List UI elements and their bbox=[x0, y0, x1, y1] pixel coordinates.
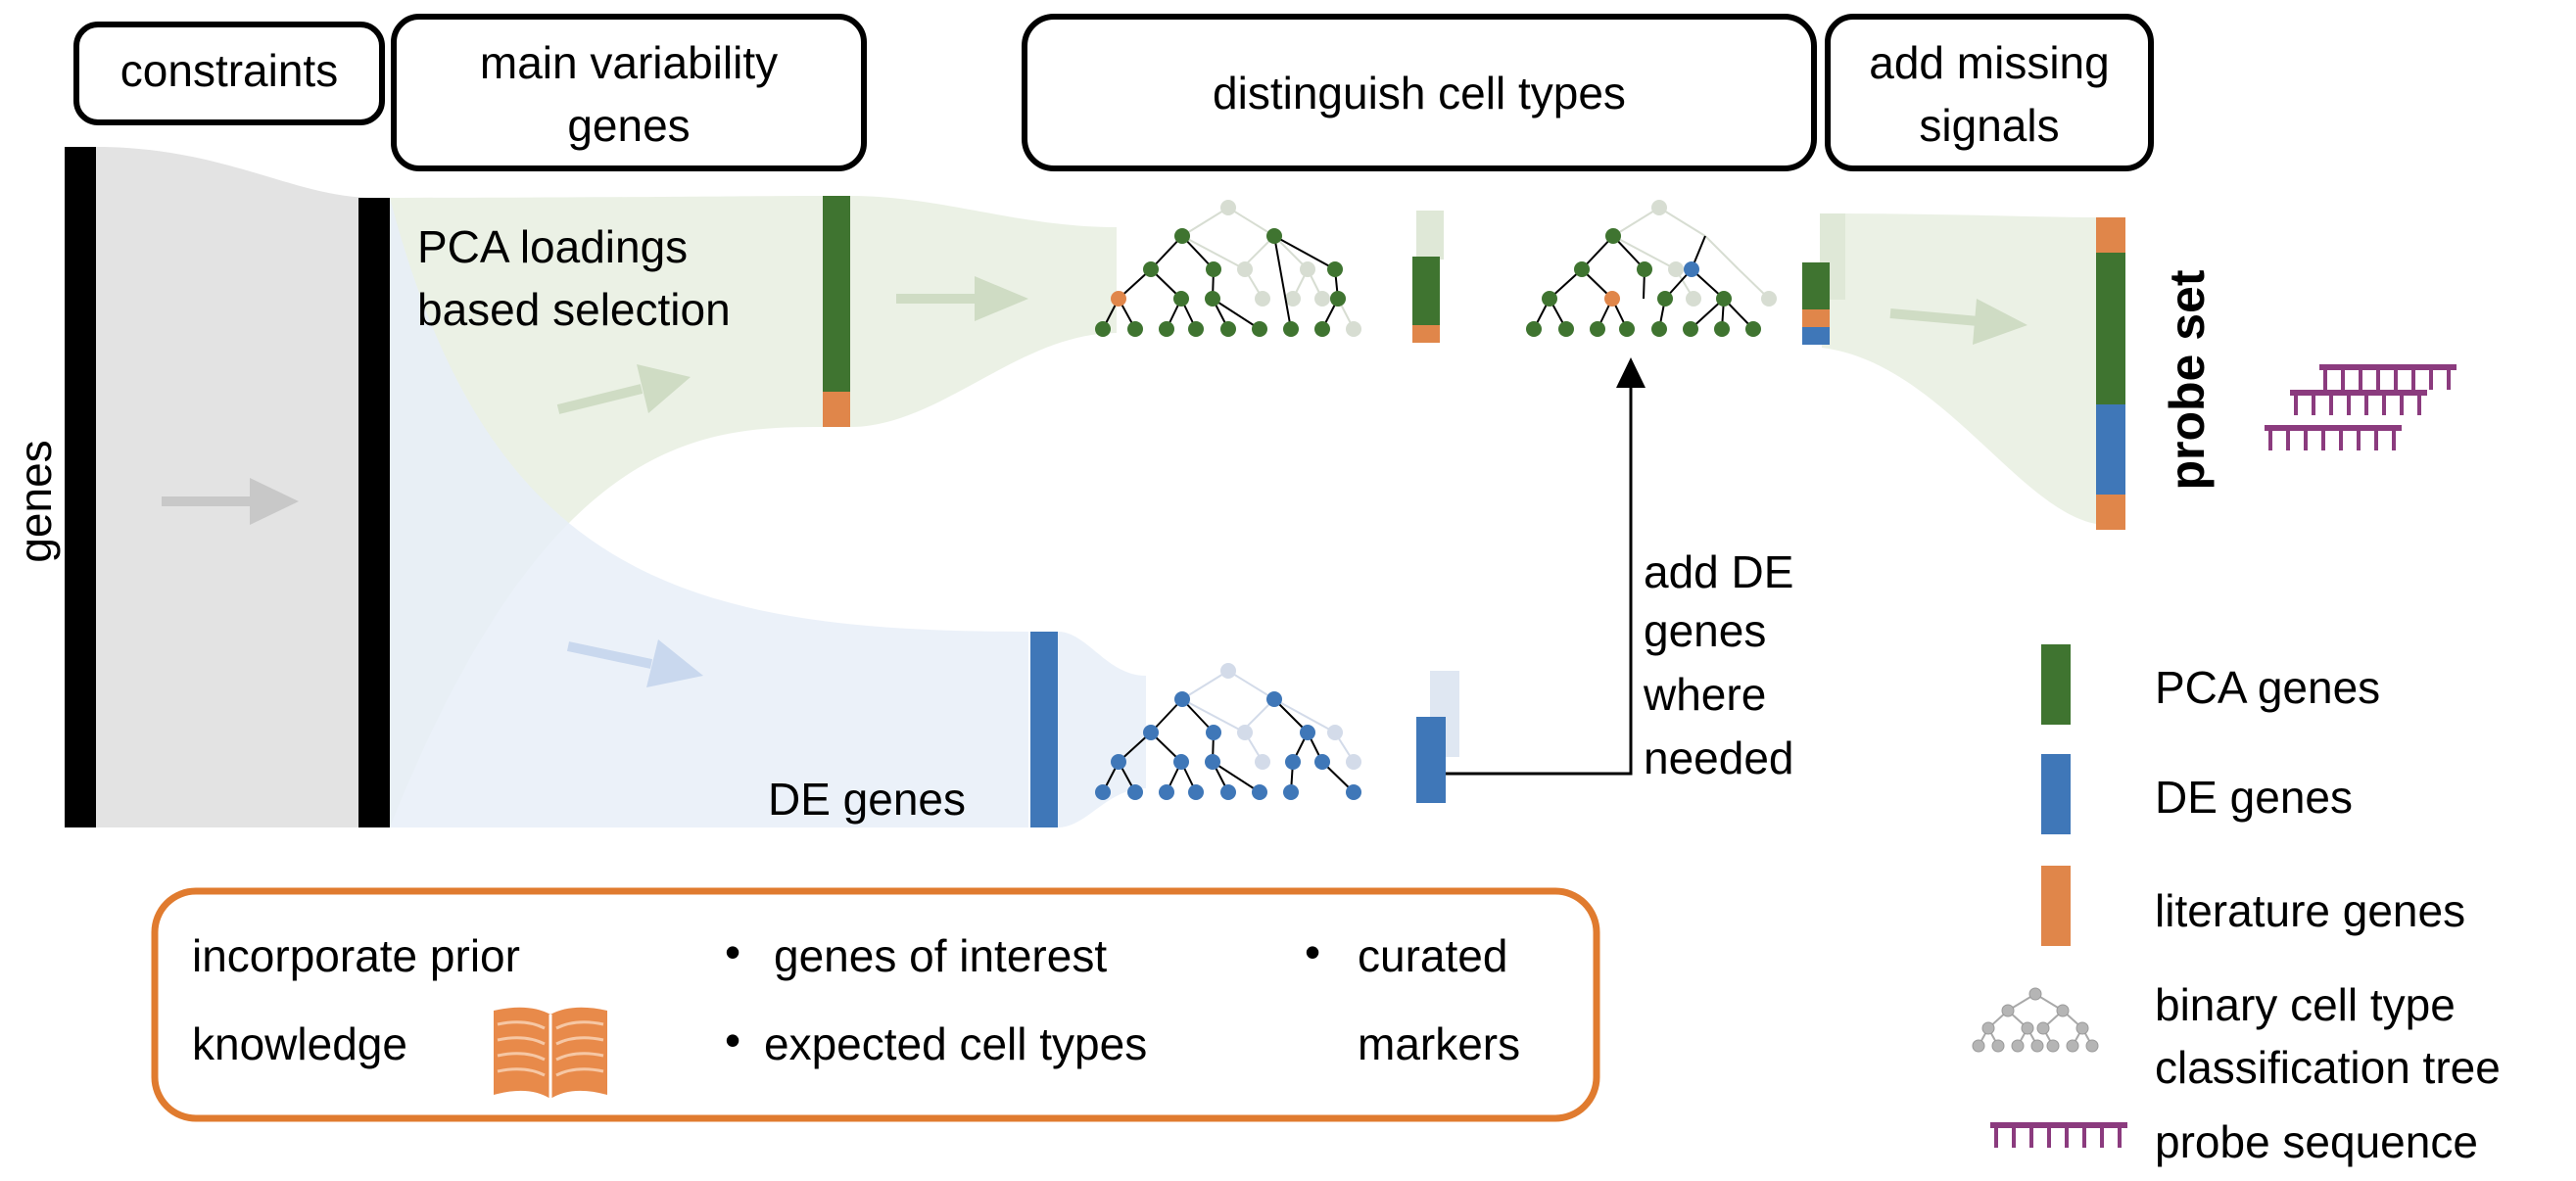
flow-arrow-green-1 bbox=[556, 364, 691, 414]
classification-tree-de bbox=[1095, 663, 1361, 800]
add-de-line4: needed bbox=[1644, 732, 1794, 783]
stage-main-variability-line1: main variability bbox=[480, 37, 778, 88]
open-book-icon bbox=[494, 1007, 607, 1099]
tree-de-mini-bar bbox=[1416, 671, 1459, 803]
probe-set-icon bbox=[2265, 364, 2457, 450]
bullet-3-line1: curated bbox=[1358, 930, 1507, 981]
stage-missing-signals: add missing signals bbox=[1825, 14, 2154, 171]
legend-de-swatch bbox=[2041, 754, 2071, 834]
flow-arrow-blue bbox=[566, 639, 703, 687]
prior-knowledge-box: incorporate prior knowledge • genes of i… bbox=[151, 887, 1600, 1122]
legend-probe-label: probe sequence bbox=[2155, 1116, 2478, 1167]
pca-selection-line2: based selection bbox=[417, 284, 731, 335]
add-de-line1: add DE bbox=[1644, 546, 1793, 597]
stage-distinguish: distinguish cell types bbox=[1022, 14, 1817, 171]
flow-arrow-grey bbox=[162, 478, 299, 525]
bullet-3-line2: markers bbox=[1358, 1018, 1520, 1069]
flow-arrow-green-2 bbox=[896, 276, 1028, 321]
all-genes-bar bbox=[65, 147, 96, 827]
pca-selection-line1: PCA loadings bbox=[417, 221, 688, 272]
green-flow-band-3 bbox=[1822, 213, 2096, 524]
probe-set-bar bbox=[2096, 217, 2125, 530]
flow-arrow-green-3 bbox=[1889, 299, 2027, 345]
stage-constraints-label: constraints bbox=[120, 45, 338, 96]
legend-tree-line1: binary cell type bbox=[2155, 979, 2456, 1030]
prior-title-line1: incorporate prior bbox=[192, 930, 520, 981]
prior-title-line2: knowledge bbox=[192, 1018, 407, 1069]
de-genes-bar bbox=[1030, 632, 1058, 827]
legend: PCA genes DE genes literature genes bbox=[1972, 644, 2501, 1167]
bullet-1: genes of interest bbox=[774, 930, 1107, 981]
stage-missing-line1: add missing bbox=[1869, 37, 2109, 88]
green-flow-band bbox=[390, 196, 823, 827]
stage-distinguish-label: distinguish cell types bbox=[1213, 68, 1626, 118]
legend-literature-label: literature genes bbox=[2155, 885, 2465, 936]
tree-combined-mini-bar bbox=[1802, 213, 1845, 345]
de-genes-label: DE genes bbox=[768, 774, 966, 825]
grey-flow-band bbox=[96, 147, 374, 827]
stage-main-variability-line2: genes bbox=[567, 100, 690, 151]
probe-comb-icon bbox=[1990, 1122, 2127, 1148]
stage-missing-line2: signals bbox=[1919, 100, 2059, 151]
bullet-2-dot: • bbox=[725, 1015, 740, 1065]
legend-pca-swatch bbox=[2041, 644, 2071, 725]
add-de-line2: genes bbox=[1644, 605, 1766, 656]
blue-flow-band bbox=[390, 198, 1028, 827]
genes-axis-label: genes bbox=[10, 440, 61, 562]
bullet-3-dot: • bbox=[1305, 926, 1320, 977]
constrained-genes-bar bbox=[358, 198, 390, 827]
bullet-1-dot: • bbox=[725, 926, 740, 977]
legend-pca-label: PCA genes bbox=[2155, 662, 2380, 713]
add-de-line3: where bbox=[1643, 669, 1766, 720]
add-de-connector bbox=[1446, 357, 1646, 776]
classification-tree-icon bbox=[1972, 987, 2099, 1053]
classification-tree-combined bbox=[1526, 200, 1777, 337]
classification-tree-pca bbox=[1095, 200, 1361, 337]
legend-de-label: DE genes bbox=[2155, 772, 2353, 823]
probe-set-label: probe set bbox=[2160, 269, 2215, 490]
tree-pca-mini-bar bbox=[1412, 211, 1444, 343]
stage-main-variability: main variability genes bbox=[391, 14, 867, 171]
blue-flow-band-2 bbox=[1058, 632, 1146, 827]
bullet-2: expected cell types bbox=[764, 1018, 1147, 1069]
pca-selection-bar bbox=[823, 196, 850, 427]
stage-constraints: constraints bbox=[73, 22, 385, 125]
legend-literature-swatch bbox=[2041, 866, 2071, 946]
legend-tree-line2: classification tree bbox=[2155, 1042, 2501, 1093]
